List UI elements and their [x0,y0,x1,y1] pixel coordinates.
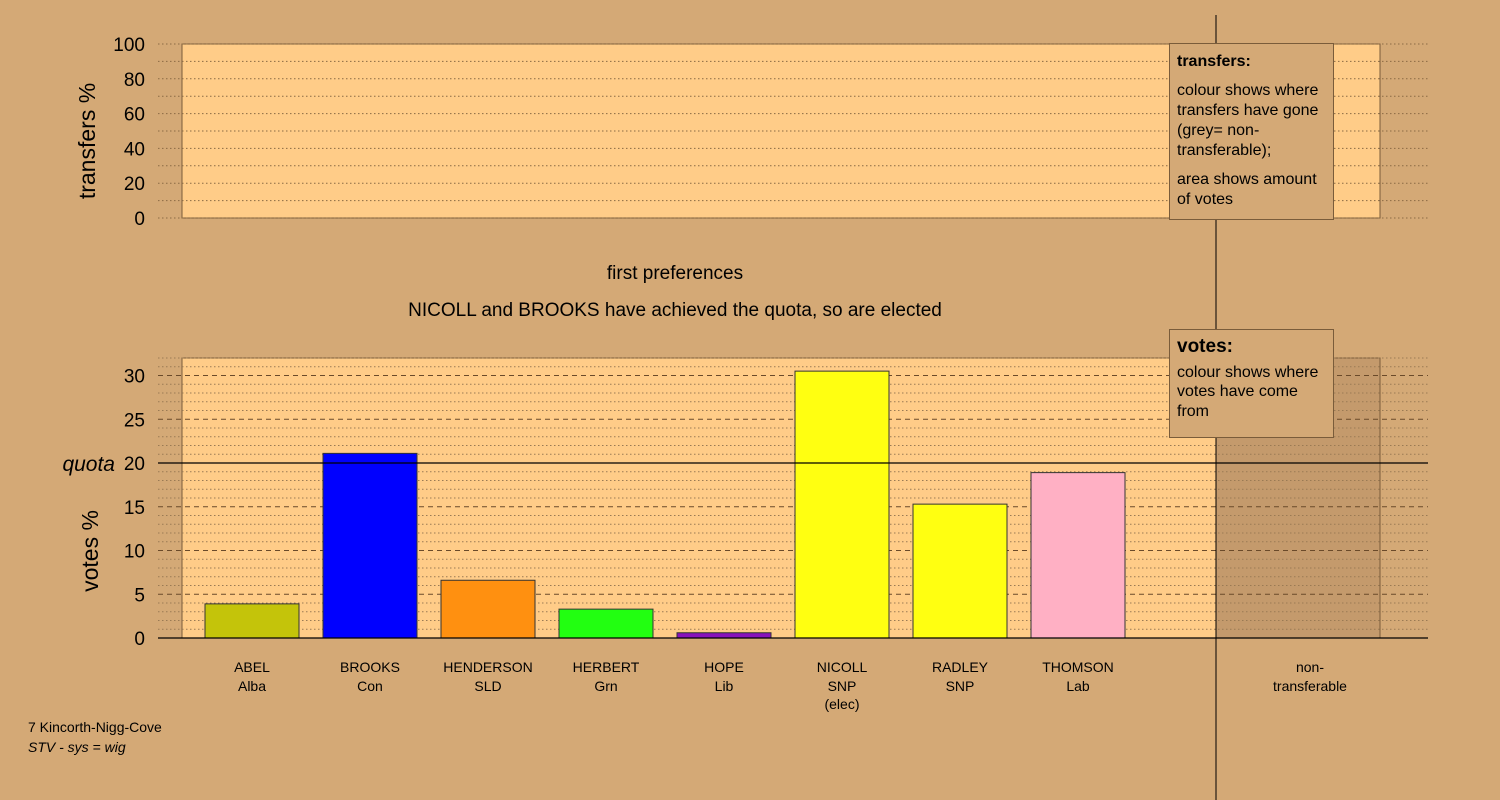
bar-nicoll [794,370,890,639]
votes-y-tick-label: 30 [124,367,145,388]
votes-legend: votes: colour shows where votes have com… [1169,329,1334,438]
candidate-party-label: Alba [238,678,266,694]
non-transferable-label: transferable [1273,678,1347,694]
bar-abel [204,603,300,639]
candidate-name-label: HENDERSON [443,659,532,675]
candidate-party-label: SNP [946,678,975,694]
bar-herbert [558,608,654,639]
votes-legend-title: votes: [1177,336,1233,357]
result-message: NICOLL and BROOKS have achieved the quot… [408,300,942,321]
candidate-note-label: (elec) [824,696,859,712]
candidate-party-label: Lib [715,678,734,694]
transfers-y-tick-label: 0 [134,209,145,230]
candidate-name-label: RADLEY [932,659,989,675]
candidate-name-label: THOMSON [1042,659,1114,675]
quota-label: quota [62,453,115,476]
constituency-label: 7 Kincorth-Nigg-Cove [28,719,162,735]
votes-y-tick-label: 15 [124,498,145,519]
candidate-name-label: HOPE [704,659,744,675]
transfers-legend-line2: area shows amount of votes [1177,171,1317,208]
bar-thomson [1030,472,1126,639]
votes-y-tick-label: 20 [124,454,145,475]
votes-y-tick-label: 10 [124,542,145,563]
candidate-name-label: HERBERT [573,659,640,675]
candidate-party-label: Grn [594,678,617,694]
votes-legend-line1: colour shows where votes have come from [1177,363,1319,420]
non-transferable-label: non- [1296,659,1324,675]
votes-y-tick-label: 0 [134,629,145,650]
candidate-party-label: SLD [474,678,501,694]
votes-y-tick-label: 5 [134,585,145,606]
transfers-y-tick-label: 100 [113,35,145,56]
system-label: STV - sys = wig [28,739,126,755]
transfers-y-axis-label: transfers % [74,83,100,199]
candidate-name-label: ABEL [234,659,270,675]
bar-hope [676,632,772,639]
bar-brooks [322,452,418,639]
candidate-name-label: NICOLL [817,659,868,675]
transfers-legend: transfers: colour shows where transfers … [1169,43,1334,220]
bar-radley [912,503,1008,639]
candidate-party-label: SNP [828,678,857,694]
votes-y-tick-label: 25 [124,410,145,431]
candidate-party-label: Con [357,678,383,694]
bar-henderson [440,579,536,639]
candidate-party-label: Lab [1066,678,1090,694]
transfers-y-tick-label: 40 [124,139,145,160]
votes-y-axis-label: votes % [77,510,103,592]
transfers-legend-line1: colour shows where transfers have gone (… [1177,82,1319,159]
transfers-y-tick-label: 60 [124,105,145,126]
transfers-legend-title: transfers: [1177,53,1251,70]
transfers-y-tick-label: 80 [124,70,145,91]
stage-title: first preferences [607,263,743,284]
candidate-name-label: BROOKS [340,659,400,675]
transfers-y-tick-label: 20 [124,174,145,195]
